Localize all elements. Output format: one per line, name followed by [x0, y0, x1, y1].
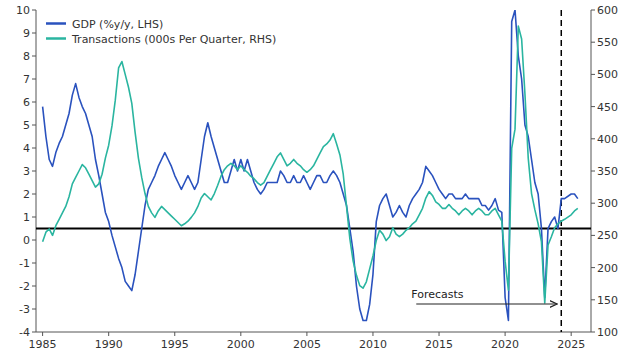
reference-vline — [561, 10, 563, 332]
legend: GDP (%y/y, LHS) Transactions (000s Per Qu… — [46, 18, 276, 46]
x-tick — [108, 332, 109, 336]
x-axis-line — [36, 332, 591, 333]
y-tick — [32, 171, 36, 172]
x-tick — [240, 332, 241, 336]
y-tick — [32, 10, 36, 11]
y2-tick — [591, 203, 595, 204]
plot-area — [36, 10, 591, 332]
y2-tick — [591, 235, 595, 236]
y2-tick-label: 250 — [597, 229, 618, 242]
y-tick-label: -1 — [19, 257, 30, 270]
y2-tick — [591, 299, 595, 300]
y-tick — [32, 125, 36, 126]
x-tick-label: 2000 — [227, 338, 255, 351]
y-tick — [32, 332, 36, 333]
y-tick-label: -4 — [19, 326, 30, 339]
y2-tick — [591, 74, 595, 75]
y-tick — [32, 217, 36, 218]
axes — [36, 10, 591, 332]
x-tick-label: 2005 — [293, 338, 321, 351]
y-tick-label: 0 — [23, 234, 30, 247]
y-tick — [32, 194, 36, 195]
y2-tick — [591, 171, 595, 172]
y2-tick — [591, 10, 595, 11]
y2-tick-label: 300 — [597, 197, 618, 210]
x-tick-label: 2020 — [491, 338, 519, 351]
y-tick-label: -2 — [19, 280, 30, 293]
y-tick-label: -3 — [19, 303, 30, 316]
y2-tick-label: 500 — [597, 68, 618, 81]
x-tick-label: 2015 — [425, 338, 453, 351]
legend-swatch — [46, 22, 66, 25]
y-tick — [32, 286, 36, 287]
y-tick-label: 10 — [16, 4, 30, 17]
series-line — [43, 26, 578, 303]
x-tick-label: 2010 — [359, 338, 387, 351]
y2-tick-label: 100 — [597, 326, 618, 339]
x-tick — [505, 332, 506, 336]
series-line — [43, 10, 578, 321]
y-tick-label: 9 — [23, 27, 30, 40]
y-tick — [32, 102, 36, 103]
y2-tick-label: 150 — [597, 294, 618, 307]
x-tick-label: 1990 — [95, 338, 123, 351]
x-tick — [174, 332, 175, 336]
y-tick — [32, 33, 36, 34]
legend-label: Transactions (000s Per Quarter, RHS) — [71, 33, 276, 46]
y2-tick-label: 400 — [597, 133, 618, 146]
x-tick-label: 1995 — [161, 338, 189, 351]
y-tick-label: 1 — [23, 211, 30, 224]
y-tick — [32, 56, 36, 57]
y2-tick — [591, 332, 595, 333]
y2-tick — [591, 42, 595, 43]
y-tick-label: 7 — [23, 73, 30, 86]
x-tick — [571, 332, 572, 336]
annotation-text: Forecasts — [411, 288, 464, 301]
y-tick-label: 3 — [23, 165, 30, 178]
y2-tick-label: 200 — [597, 262, 618, 275]
y-tick — [32, 309, 36, 310]
x-tick-label: 1985 — [29, 338, 57, 351]
x-tick — [306, 332, 307, 336]
y2-tick — [591, 106, 595, 107]
x-tick — [372, 332, 373, 336]
y-tick — [32, 240, 36, 241]
y2-tick-label: 550 — [597, 36, 618, 49]
y-tick-label: 4 — [23, 142, 30, 155]
chart: 198519901995200020052010201520202025-4-3… — [0, 0, 631, 356]
y-tick-label: 6 — [23, 96, 30, 109]
y-tick — [32, 148, 36, 149]
y2-tick — [591, 267, 595, 268]
y2-tick — [591, 138, 595, 139]
y2-tick-label: 450 — [597, 101, 618, 114]
y2-tick-label: 350 — [597, 165, 618, 178]
legend-swatch — [46, 37, 66, 40]
y-tick-label: 5 — [23, 119, 30, 132]
ticks: 198519901995200020052010201520202025-4-3… — [16, 4, 618, 351]
x-tick — [439, 332, 440, 336]
annotation-arrow — [416, 303, 557, 304]
reference-hline — [36, 228, 591, 230]
y-tick — [32, 263, 36, 264]
x-tick — [42, 332, 43, 336]
annotation-texts: Forecasts — [411, 288, 557, 304]
legend-label: GDP (%y/y, LHS) — [72, 18, 163, 31]
y2-tick-label: 600 — [597, 4, 618, 17]
y-tick-label: 8 — [23, 50, 30, 63]
x-tick-label: 2025 — [557, 338, 585, 351]
y-tick-label: 2 — [23, 188, 30, 201]
y-tick — [32, 79, 36, 80]
